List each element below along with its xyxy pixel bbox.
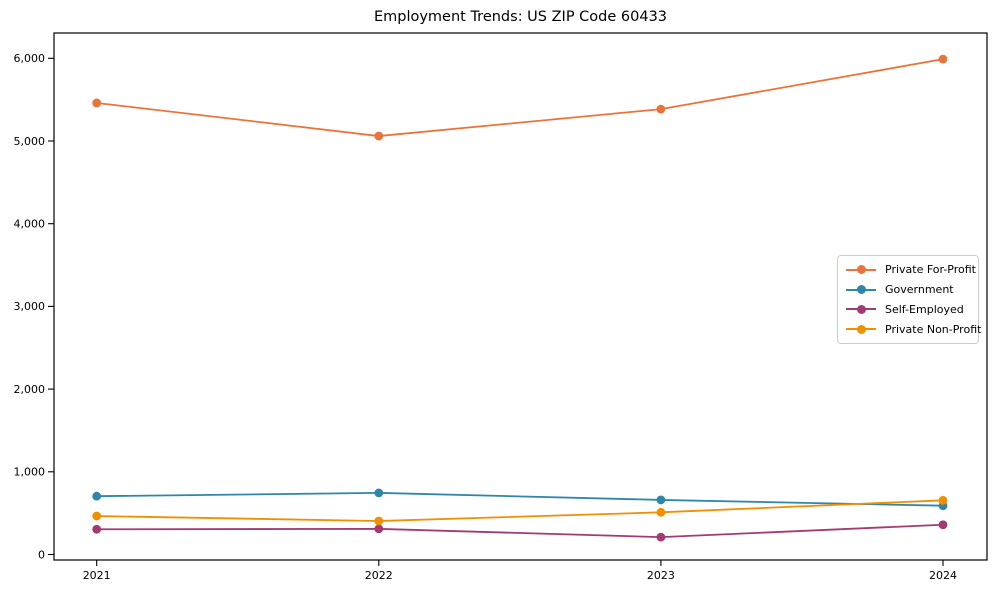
data-point-marker [374,488,384,498]
x-tick-label: 2021 [83,569,111,582]
data-point-marker [938,54,948,64]
plot-frame [53,32,988,561]
legend-marker-dot [856,265,866,275]
y-tick-label: 6,000 [14,52,46,65]
data-point-marker [92,524,102,534]
data-point-marker [656,104,666,114]
data-point-marker [92,511,102,521]
series-line-self-employed [96,523,944,539]
legend-marker-dot [856,324,866,334]
x-tick-label: 2024 [929,569,957,582]
legend-line-swatch [846,324,876,334]
legend-item-private-for-profit: Private For-Profit [846,260,976,280]
y-tick-label: 1,000 [14,466,46,479]
data-point-marker [938,495,948,505]
series-line-government [96,491,944,507]
legend-label: Self-Employed [885,302,964,316]
y-tick-label: 0 [38,548,45,561]
data-point-marker [656,495,666,505]
legend-label: Private For-Profit [885,263,976,277]
y-tick-label: 5,000 [14,135,46,148]
legend-item-government: Government [846,280,970,300]
data-point-marker [374,524,384,534]
data-point-marker [656,532,666,542]
data-point-marker [374,516,384,526]
x-tick-label: 2023 [647,569,675,582]
legend: Private For-Profit Government Self-Emplo… [837,255,981,344]
series-line-private-non-profit [96,499,944,522]
legend-label: Government [885,283,954,297]
legend-line-swatch [846,304,876,314]
chart-title: Employment Trends: US ZIP Code 60433 [373,9,668,25]
legend-marker-dot [856,285,866,295]
data-point-marker [374,131,384,141]
y-tick-label: 3,000 [14,300,46,313]
data-point-marker [656,507,666,517]
legend-item-private-non-profit: Private Non-Profit [846,319,981,339]
data-point-marker [938,520,948,530]
series-line-private-for-profit [96,58,944,137]
data-point-marker [92,98,102,108]
x-tick-label: 2022 [365,569,393,582]
legend-label: Private Non-Profit [885,322,982,336]
legend-item-self-employed: Self-Employed [846,300,970,320]
data-point-marker [92,491,102,501]
legend-marker-dot [856,304,866,314]
legend-line-swatch [846,265,876,275]
legend-line-swatch [846,285,876,295]
y-tick-label: 4,000 [14,218,46,231]
y-tick-label: 2,000 [14,383,46,396]
